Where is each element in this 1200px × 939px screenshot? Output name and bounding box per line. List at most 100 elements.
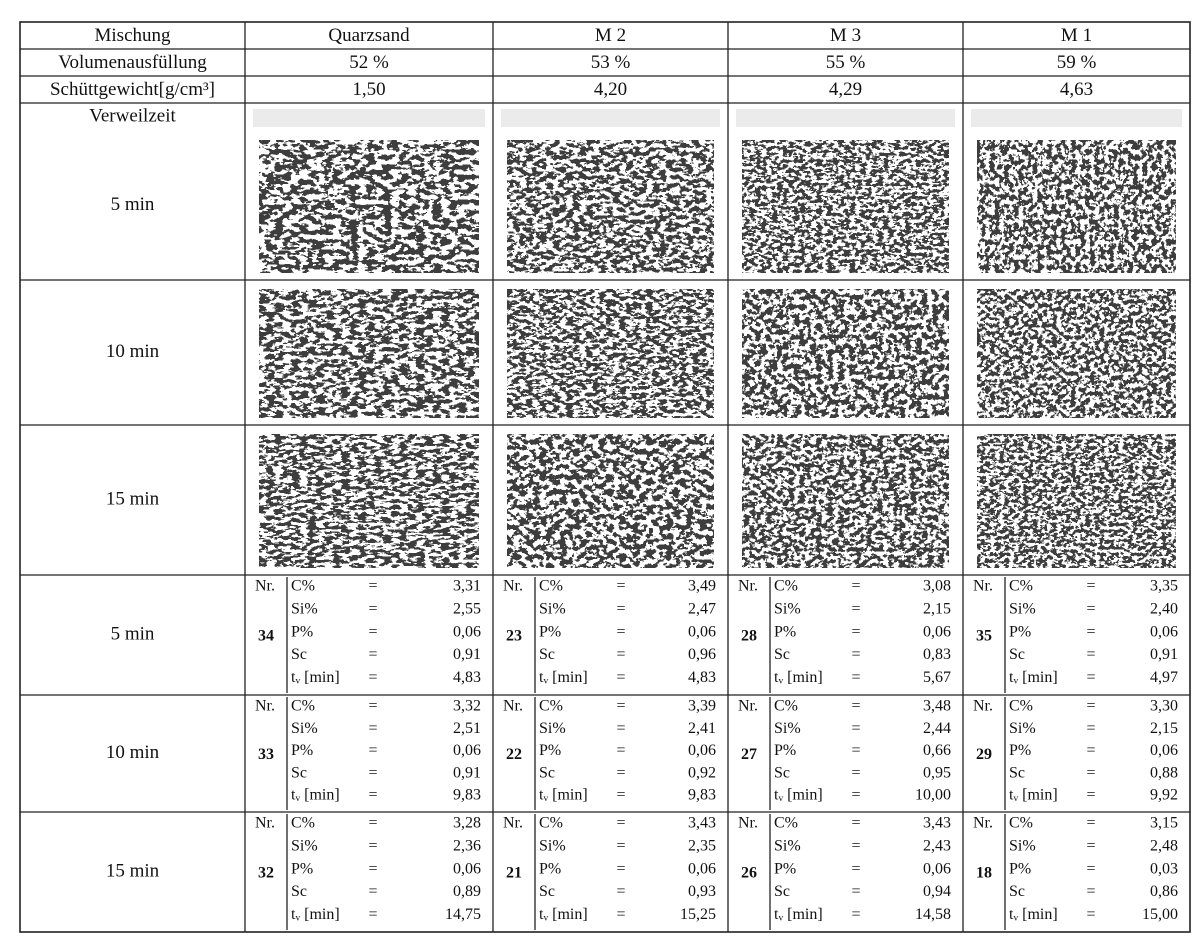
- param-value: 4,83: [688, 669, 716, 686]
- equals: =: [368, 623, 377, 640]
- header-cell: Quarzsand: [328, 25, 410, 46]
- param-label: Si%: [291, 837, 318, 854]
- equals: =: [1086, 786, 1095, 803]
- param-value: 2,40: [1150, 600, 1178, 617]
- param-label: tᵥ [min]: [539, 669, 588, 686]
- equals: =: [368, 906, 377, 923]
- row-label: Mischung: [95, 25, 172, 46]
- param-label: Si%: [539, 720, 566, 737]
- param-label: C%: [1009, 698, 1033, 715]
- param-label: Si%: [1009, 837, 1036, 854]
- param-label: tᵥ [min]: [291, 786, 340, 803]
- param-label: C%: [774, 815, 798, 832]
- equals: =: [616, 623, 625, 640]
- time-label: 15 min: [106, 488, 160, 509]
- nr-value: 21: [506, 865, 522, 882]
- equals: =: [851, 720, 860, 737]
- param-value: 2,55: [453, 600, 481, 617]
- param-value: 0,06: [688, 860, 716, 877]
- param-value: 3,31: [453, 578, 481, 595]
- time-label: 10 min: [106, 742, 160, 763]
- param-value: 3,28: [453, 815, 481, 832]
- nr-label: Nr.: [973, 578, 993, 595]
- micrograph: [977, 289, 1176, 418]
- equals: =: [616, 669, 625, 686]
- param-value: 0,88: [1150, 764, 1178, 781]
- equals: =: [851, 623, 860, 640]
- equals: =: [1086, 742, 1095, 759]
- param-value: 0,83: [923, 646, 951, 663]
- param-value: 0,06: [453, 860, 481, 877]
- param-value: 0,06: [688, 623, 716, 640]
- equals: =: [1086, 860, 1095, 877]
- equals: =: [851, 742, 860, 759]
- param-value: 0,06: [923, 623, 951, 640]
- param-label: Sc: [291, 883, 307, 900]
- nr-value: 33: [258, 746, 274, 763]
- param-label: tᵥ [min]: [774, 669, 823, 686]
- param-value: 2,43: [923, 837, 951, 854]
- param-label: C%: [539, 815, 563, 832]
- param-value: 0,89: [453, 883, 481, 900]
- param-label: tᵥ [min]: [539, 786, 588, 803]
- param-value: 3,49: [688, 578, 716, 595]
- param-label: Sc: [1009, 646, 1025, 663]
- micrograph: [259, 434, 479, 568]
- nr-label: Nr.: [738, 698, 758, 715]
- equals: =: [1086, 906, 1095, 923]
- equals: =: [616, 742, 625, 759]
- equals: =: [616, 578, 625, 595]
- param-label: Si%: [291, 600, 318, 617]
- param-label: P%: [291, 623, 313, 640]
- equals: =: [1086, 623, 1095, 640]
- param-value: 2,44: [923, 720, 951, 737]
- param-label: tᵥ [min]: [1009, 786, 1058, 803]
- param-label: P%: [291, 860, 313, 877]
- param-value: 0,06: [923, 860, 951, 877]
- param-value: 3,35: [1150, 578, 1178, 595]
- param-value: 2,51: [453, 720, 481, 737]
- param-label: tᵥ [min]: [291, 669, 340, 686]
- equals: =: [1086, 815, 1095, 832]
- param-label: Sc: [1009, 764, 1025, 781]
- micrograph: [507, 434, 714, 568]
- nr-label: Nr.: [503, 578, 523, 595]
- param-value: 3,43: [923, 815, 951, 832]
- param-value: 0,92: [688, 764, 716, 781]
- param-label: C%: [291, 815, 315, 832]
- shaded-cell: [971, 109, 1182, 127]
- param-label: Sc: [774, 764, 790, 781]
- param-label: C%: [774, 698, 798, 715]
- equals: =: [616, 698, 625, 715]
- time-label: 15 min: [106, 860, 160, 881]
- equals: =: [1086, 883, 1095, 900]
- equals: =: [1086, 698, 1095, 715]
- equals: =: [368, 815, 377, 832]
- param-label: tᵥ [min]: [1009, 669, 1058, 686]
- param-label: tᵥ [min]: [291, 906, 340, 923]
- nr-value: 22: [506, 746, 522, 763]
- shaded-cell: [736, 109, 955, 127]
- param-value: 0,93: [688, 883, 716, 900]
- nr-value: 23: [506, 628, 522, 645]
- param-value: 2,47: [688, 600, 716, 617]
- document: MischungQuarzsandM 2M 3M 1Volumenausfüll…: [0, 0, 1200, 939]
- nr-value: 35: [976, 628, 992, 645]
- nr-value: 32: [258, 865, 274, 882]
- shaded-cell: [253, 109, 485, 127]
- param-value: 0,96: [688, 646, 716, 663]
- param-value: 2,15: [1150, 720, 1178, 737]
- nr-value: 18: [976, 865, 992, 882]
- equals: =: [616, 786, 625, 803]
- param-label: P%: [774, 623, 796, 640]
- param-value: 0,66: [923, 742, 951, 759]
- param-value: 15,25: [680, 906, 716, 923]
- equals: =: [616, 600, 625, 617]
- equals: =: [851, 786, 860, 803]
- param-label: Si%: [291, 720, 318, 737]
- param-label: P%: [539, 623, 561, 640]
- param-label: C%: [1009, 578, 1033, 595]
- param-value: 9,83: [688, 786, 716, 803]
- equals: =: [616, 837, 625, 854]
- param-label: C%: [291, 578, 315, 595]
